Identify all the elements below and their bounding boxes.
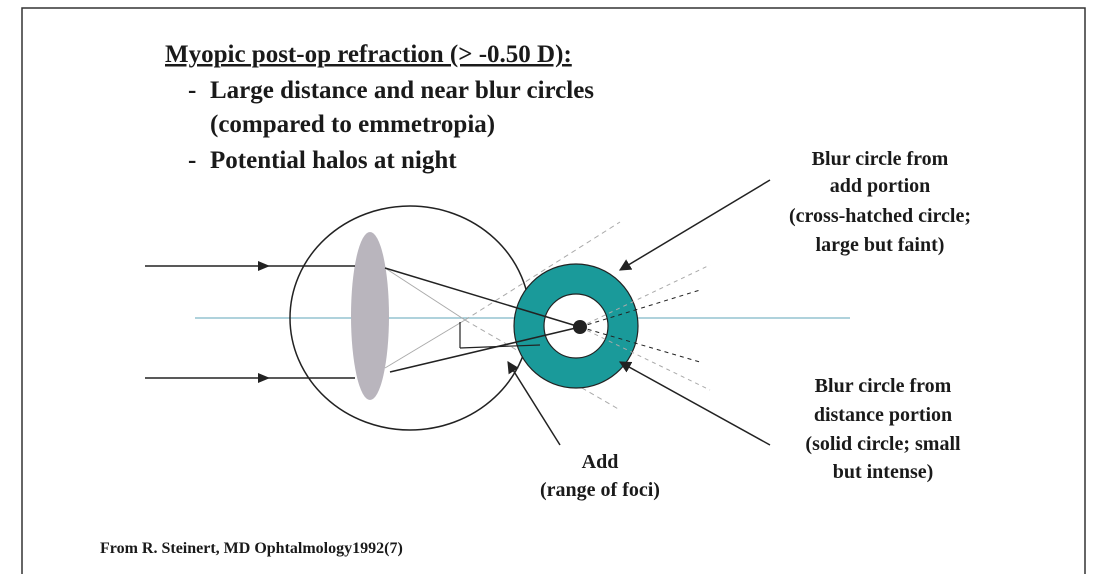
bullet-text: (compared to emmetropia) bbox=[210, 111, 495, 138]
label: Blur circle from bbox=[815, 375, 952, 397]
bullet-mark: - bbox=[188, 77, 196, 104]
ray bbox=[389, 326, 581, 373]
focus-dot bbox=[573, 320, 587, 334]
label: (solid circle; small bbox=[805, 433, 961, 455]
ray bbox=[464, 319, 621, 411]
frame bbox=[21, 7, 1086, 574]
ray bbox=[579, 326, 701, 363]
ray bbox=[464, 221, 621, 321]
ray bbox=[384, 267, 466, 321]
ray bbox=[384, 319, 466, 369]
label: but intense) bbox=[833, 461, 934, 483]
footer: From R. Steinert, MD Ophtalmology1992(7) bbox=[100, 540, 403, 557]
pointer bbox=[618, 361, 771, 446]
pointer bbox=[507, 360, 561, 446]
label: (range of foci) bbox=[540, 479, 660, 501]
label: distance portion bbox=[814, 404, 952, 426]
ray bbox=[459, 344, 541, 349]
bullet-text: Potential halos at night bbox=[210, 147, 457, 174]
ray bbox=[579, 326, 711, 391]
ray-arrows bbox=[258, 261, 270, 383]
title: Myopic post-op refraction (> -0.50 D): bbox=[165, 41, 572, 68]
label: Add bbox=[582, 451, 619, 473]
label: add portion bbox=[830, 175, 931, 197]
ray bbox=[579, 264, 711, 328]
pointer bbox=[618, 179, 771, 271]
bullet-mark: - bbox=[188, 147, 196, 174]
eye-diagram bbox=[145, 179, 850, 446]
ray bbox=[579, 289, 701, 328]
ray bbox=[384, 267, 581, 328]
label: Blur circle from bbox=[812, 148, 949, 170]
lens bbox=[351, 232, 389, 400]
label: large but faint) bbox=[816, 234, 945, 256]
label: (cross-hatched circle; bbox=[789, 205, 971, 227]
bullet-text: Large distance and near blur circles bbox=[210, 77, 594, 104]
